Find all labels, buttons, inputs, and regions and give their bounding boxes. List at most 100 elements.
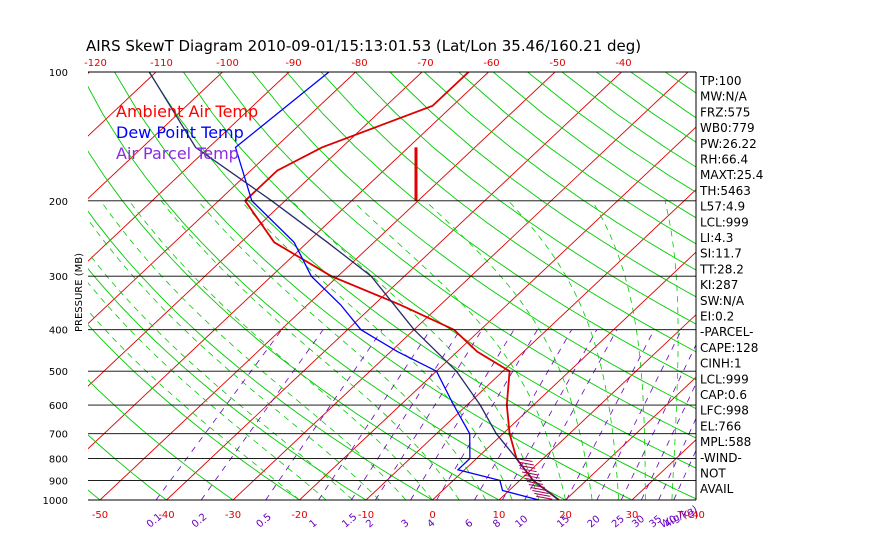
moist-adiabat-line	[160, 200, 460, 500]
stat-item: MPL:588	[700, 435, 751, 449]
stat-item: LCL:999	[700, 372, 749, 386]
mixing-ratio-tick-label: 1	[307, 518, 319, 531]
dry-adiabat-line	[355, 72, 696, 325]
mixing-ratio-tick-label: 3	[400, 518, 412, 531]
isotherm-line	[299, 126, 696, 500]
mixing-ratio-line	[155, 329, 283, 500]
stat-item: KI:287	[700, 278, 738, 292]
stat-item: CAPE:128	[700, 341, 758, 355]
top-temp-tick-label: -50	[549, 58, 565, 69]
dry-adiabat-line	[286, 72, 696, 381]
stat-item: CINH:1	[700, 357, 742, 371]
bottom-temp-tick-label: -20	[291, 510, 307, 521]
isotherm-line	[765, 72, 870, 500]
moist-adiabat-line	[197, 200, 487, 500]
stat-item: L57:4.9	[700, 200, 745, 214]
bottom-temp-tick-label: 40	[692, 510, 705, 521]
isotherm-line	[498, 314, 696, 500]
dry-adiabat-line	[217, 72, 696, 439]
stat-item: EL:766	[700, 419, 741, 433]
isotherm-line	[88, 72, 423, 387]
stat-item: LFC:998	[700, 404, 749, 418]
wind-hatch-line	[523, 474, 540, 479]
pressure-tick-label: 700	[49, 430, 68, 441]
top-temp-tick-label: -120	[84, 58, 107, 69]
mixing-ratio-tick-label: 0.5	[255, 512, 274, 531]
moist-adiabat-line	[88, 282, 327, 500]
moist-adiabat-line	[425, 200, 593, 500]
stat-item: AVAIL	[700, 482, 734, 496]
ambient-temp-line	[243, 72, 560, 500]
top-temp-tick-label: -60	[483, 58, 499, 69]
pressure-tick-label: 900	[49, 476, 68, 487]
bottom-temp-tick-label: -30	[225, 510, 241, 521]
stat-item: PW:26.22	[700, 137, 757, 151]
dry-adiabat-line	[458, 72, 696, 245]
mixing-ratio-line	[474, 329, 572, 500]
stat-item: MW:N/A	[700, 90, 748, 104]
wind-hatch-line	[528, 484, 545, 488]
stat-item: TT:28.2	[699, 262, 744, 276]
bottom-temp-tick-label: -40	[158, 510, 174, 521]
moist-adiabat-line	[664, 200, 679, 500]
pressure-tick-label: 600	[49, 401, 68, 412]
stat-item: TP:100	[699, 74, 742, 88]
dry-adiabat-line	[148, 72, 696, 500]
mixing-ratio-tick-label: 20	[586, 514, 603, 531]
mixing-ratio-tick-label: 8	[491, 518, 503, 531]
dry-adiabat-line	[88, 210, 433, 500]
isotherm-line	[88, 72, 223, 200]
pressure-tick-label: 100	[49, 68, 68, 79]
dry-adiabat-line	[183, 72, 696, 469]
mixing-ratio-line	[596, 329, 682, 500]
legend-item: Air Parcel Temp	[116, 144, 239, 163]
dry-adiabat-line	[88, 434, 167, 500]
stat-item: NOT	[700, 467, 726, 481]
stat-item: -PARCEL-	[700, 325, 754, 339]
pressure-tick-label: 200	[49, 197, 68, 208]
top-temp-tick-label: -110	[150, 58, 173, 69]
moist-adiabat-line	[88, 252, 353, 500]
pressure-tick-label: 800	[49, 455, 68, 466]
data-series	[148, 72, 560, 500]
mixing-ratio-tick-label: 4	[425, 518, 437, 531]
pressure-tick-label: 400	[49, 326, 68, 337]
moist-adiabat-line	[508, 200, 620, 500]
bottom-temp-tick-label: -50	[92, 510, 108, 521]
mixing-ratio-tick-label: 10	[513, 514, 530, 531]
dry-adiabat-line	[88, 150, 500, 500]
isotherm-line	[88, 72, 356, 325]
wind-hatch-line	[516, 458, 533, 463]
pressure-tick-label: 1000	[43, 496, 68, 507]
y-axis-label: PRESSURE (MB)	[74, 253, 85, 332]
bottom-temp-tick-label: -10	[358, 510, 374, 521]
mixing-ratio-line	[318, 329, 431, 500]
dry-adiabat-line	[88, 379, 234, 500]
mixing-ratio-tick-label: 25	[610, 514, 627, 531]
isotherm-line	[88, 72, 290, 262]
pressure-tick-label: 500	[49, 367, 68, 378]
temp-axis-label: T(C)	[677, 510, 699, 521]
wind-hatch-line	[536, 495, 553, 500]
dry-adiabat-line	[88, 324, 300, 500]
isotherm-line	[365, 188, 696, 500]
bottom-temp-tick-label: 10	[493, 510, 506, 521]
mixing-ratio-line	[265, 329, 383, 500]
wind-hatch-line	[530, 487, 547, 491]
bottom-temp-tick-label: 20	[559, 510, 572, 521]
moist-adiabat-line	[591, 200, 646, 500]
mixing-ratio-line	[410, 329, 515, 500]
stat-item: LCL:999	[700, 215, 749, 229]
stat-item: LI:4.3	[700, 231, 733, 245]
stat-item: WB0:779	[700, 121, 755, 135]
dry-adiabat-line	[389, 72, 696, 298]
stat-item: RH:66.4	[700, 153, 748, 167]
bottom-temp-tick-label: 30	[626, 510, 639, 521]
dewpoint-temp-line	[234, 72, 540, 500]
stat-item: FRZ:575	[700, 105, 750, 119]
pressure-tick-label: 300	[49, 272, 68, 283]
mixing-ratio-tick-label: 1.5	[340, 512, 359, 531]
mixing-ratio-line	[351, 329, 461, 500]
